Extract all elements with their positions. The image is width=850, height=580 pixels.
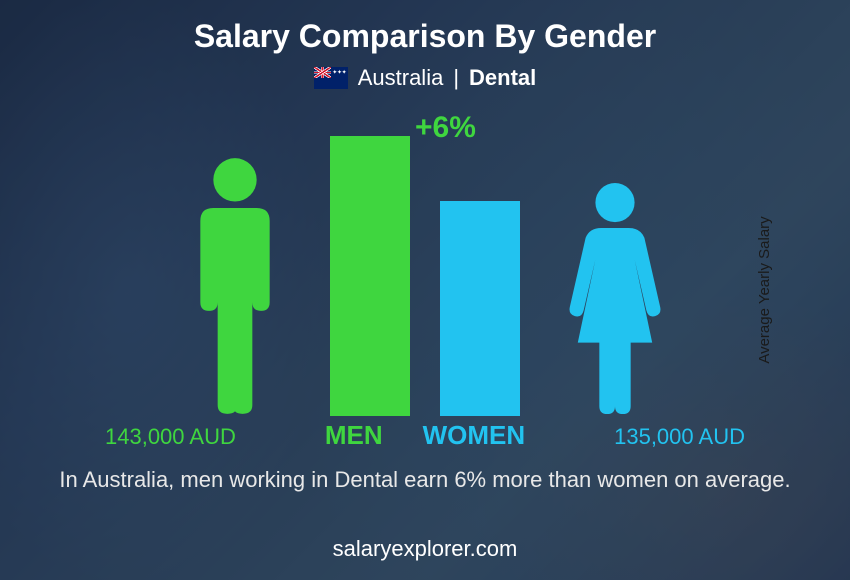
footer-attribution: salaryexplorer.com (0, 536, 850, 562)
separator: | (453, 65, 459, 91)
women-salary-value: 135,000 AUD (565, 424, 745, 450)
content-container: Salary Comparison By Gender Australia | … (0, 0, 850, 580)
label-row: 143,000 AUD MEN WOMEN 135,000 AUD (105, 420, 745, 451)
australia-flag-icon (314, 67, 348, 89)
y-axis-label: Average Yearly Salary (756, 216, 773, 363)
women-label: WOMEN (423, 420, 526, 451)
man-figure-icon (180, 156, 290, 416)
page-title: Salary Comparison By Gender (194, 18, 656, 55)
country-label: Australia (358, 65, 444, 91)
category-label: Dental (469, 65, 536, 91)
percentage-difference-label: +6% (415, 111, 476, 145)
men-label: MEN (325, 420, 383, 451)
summary-text: In Australia, men working in Dental earn… (59, 466, 790, 495)
men-salary-value: 143,000 AUD (105, 424, 285, 450)
men-salary-bar (330, 136, 410, 416)
gender-labels: MEN WOMEN (325, 420, 525, 451)
subtitle-row: Australia | Dental (314, 65, 537, 91)
women-salary-bar (440, 201, 520, 416)
chart-area: +6% 143,000 AUD MEN WOMEN 135,000 AUD (105, 111, 745, 461)
woman-figure-icon (560, 181, 670, 416)
